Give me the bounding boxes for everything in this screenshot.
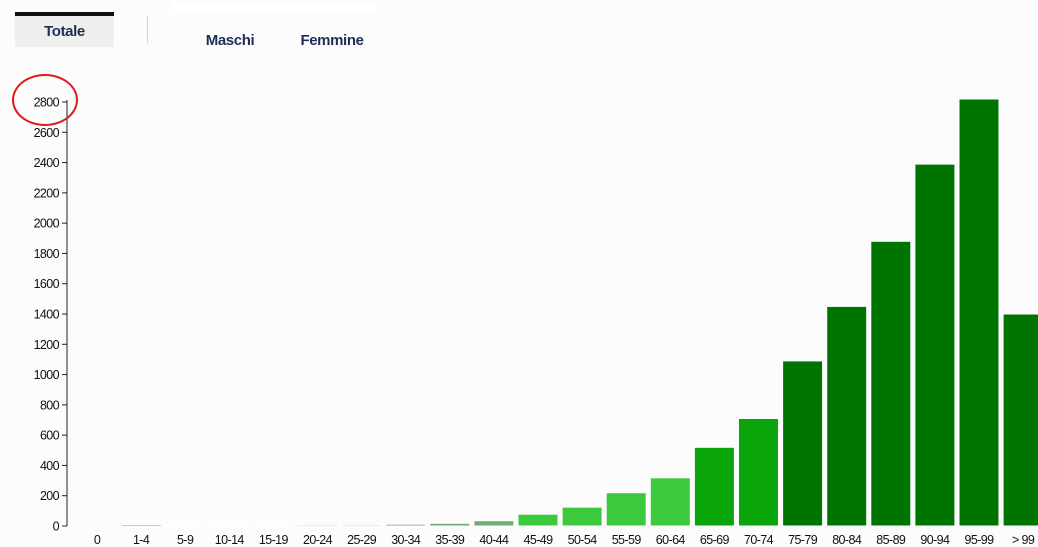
bar-20-24[interactable] bbox=[297, 524, 338, 527]
y-axis: 0 200 400 600 800 1000 1200 1400 1600 1800 2000 220… bbox=[34, 96, 68, 534]
y-tick-label: 0 bbox=[53, 520, 60, 534]
bar-75-79[interactable] bbox=[782, 360, 824, 527]
x-tick-label: 80-84 bbox=[832, 533, 862, 547]
tab-maschi[interactable]: Maschi bbox=[205, 32, 255, 49]
x-tick-label: > 99 bbox=[1012, 533, 1035, 547]
y-tick-label: 2400 bbox=[34, 156, 60, 170]
y-tick-label: 1400 bbox=[34, 308, 60, 322]
bar-90-94[interactable] bbox=[914, 163, 956, 527]
bar-35-39[interactable] bbox=[429, 522, 471, 527]
x-tick-label: 55-59 bbox=[612, 533, 642, 547]
x-tick-label: 20-24 bbox=[303, 533, 333, 547]
bar-45-49[interactable] bbox=[517, 513, 559, 527]
bar-15-19[interactable] bbox=[252, 524, 294, 527]
y-tick-label: 800 bbox=[40, 398, 60, 412]
y-tick-label: 2000 bbox=[34, 217, 60, 231]
y-tick-label: 2200 bbox=[34, 186, 60, 200]
y-tick-label: 600 bbox=[40, 429, 60, 443]
x-tick-label: 10-14 bbox=[215, 533, 245, 547]
x-tick-label: 70-74 bbox=[744, 533, 774, 547]
x-tick-label: 15-19 bbox=[259, 533, 289, 547]
bars bbox=[120, 98, 1038, 527]
bar-30-34[interactable] bbox=[385, 523, 427, 527]
y-tick-label: 200 bbox=[40, 489, 60, 503]
y-tick-label: 1200 bbox=[34, 338, 60, 352]
x-tick-label: 30-34 bbox=[391, 533, 421, 547]
x-tick-label: 1-4 bbox=[133, 533, 150, 547]
y-tick-label: 2600 bbox=[34, 126, 60, 140]
x-tick-label: 85-89 bbox=[876, 533, 906, 547]
y-tick-label: 2800 bbox=[34, 96, 60, 110]
y-tick-label: 1000 bbox=[34, 368, 60, 382]
bar-50-54[interactable] bbox=[561, 506, 603, 527]
x-tick-label: 25-29 bbox=[347, 533, 377, 547]
bar-95-99[interactable] bbox=[958, 98, 1000, 527]
x-tick-label: 65-69 bbox=[700, 533, 730, 547]
x-tick-label: 90-94 bbox=[920, 533, 950, 547]
bar-55-59[interactable] bbox=[605, 492, 647, 527]
tab-divider bbox=[147, 16, 148, 43]
x-tick-label: 40-44 bbox=[479, 533, 509, 547]
bar-80-84[interactable] bbox=[826, 305, 868, 527]
bar-25-29[interactable] bbox=[341, 524, 383, 527]
x-tick-label: 0 bbox=[94, 533, 101, 547]
y-tick-label: 1800 bbox=[34, 247, 60, 261]
tab-strip-highlight bbox=[172, 2, 378, 12]
x-tick-label: 5-9 bbox=[177, 533, 194, 547]
bar-1-4[interactable] bbox=[120, 524, 162, 527]
x-axis-labels: 0 1-4 5-9 10-14 15-19 20-24 25-29 30-34 35-39 40-… bbox=[94, 533, 1036, 547]
tab-femmine[interactable]: Femmine bbox=[300, 32, 364, 49]
x-tick-label: 50-54 bbox=[568, 533, 598, 547]
y-tick-label: 400 bbox=[40, 459, 60, 473]
bar-10-14[interactable] bbox=[208, 524, 250, 527]
x-tick-label: 60-64 bbox=[656, 533, 686, 547]
bar-65-69[interactable] bbox=[693, 446, 735, 527]
x-tick-label: 45-49 bbox=[524, 533, 554, 547]
x-tick-label: 75-79 bbox=[788, 533, 818, 547]
bar-60-64[interactable] bbox=[649, 477, 691, 527]
y-tick-label: 1600 bbox=[34, 277, 60, 291]
x-tick-label: 35-39 bbox=[435, 533, 465, 547]
bar-85-89[interactable] bbox=[870, 240, 912, 527]
x-tick-label: 95-99 bbox=[965, 533, 995, 547]
tab-totale[interactable]: Totale bbox=[15, 12, 114, 47]
bar-99[interactable] bbox=[1002, 313, 1038, 527]
bar-5-9[interactable] bbox=[164, 524, 206, 527]
bar-40-44[interactable] bbox=[473, 520, 515, 527]
bar-70-74[interactable] bbox=[738, 418, 779, 527]
